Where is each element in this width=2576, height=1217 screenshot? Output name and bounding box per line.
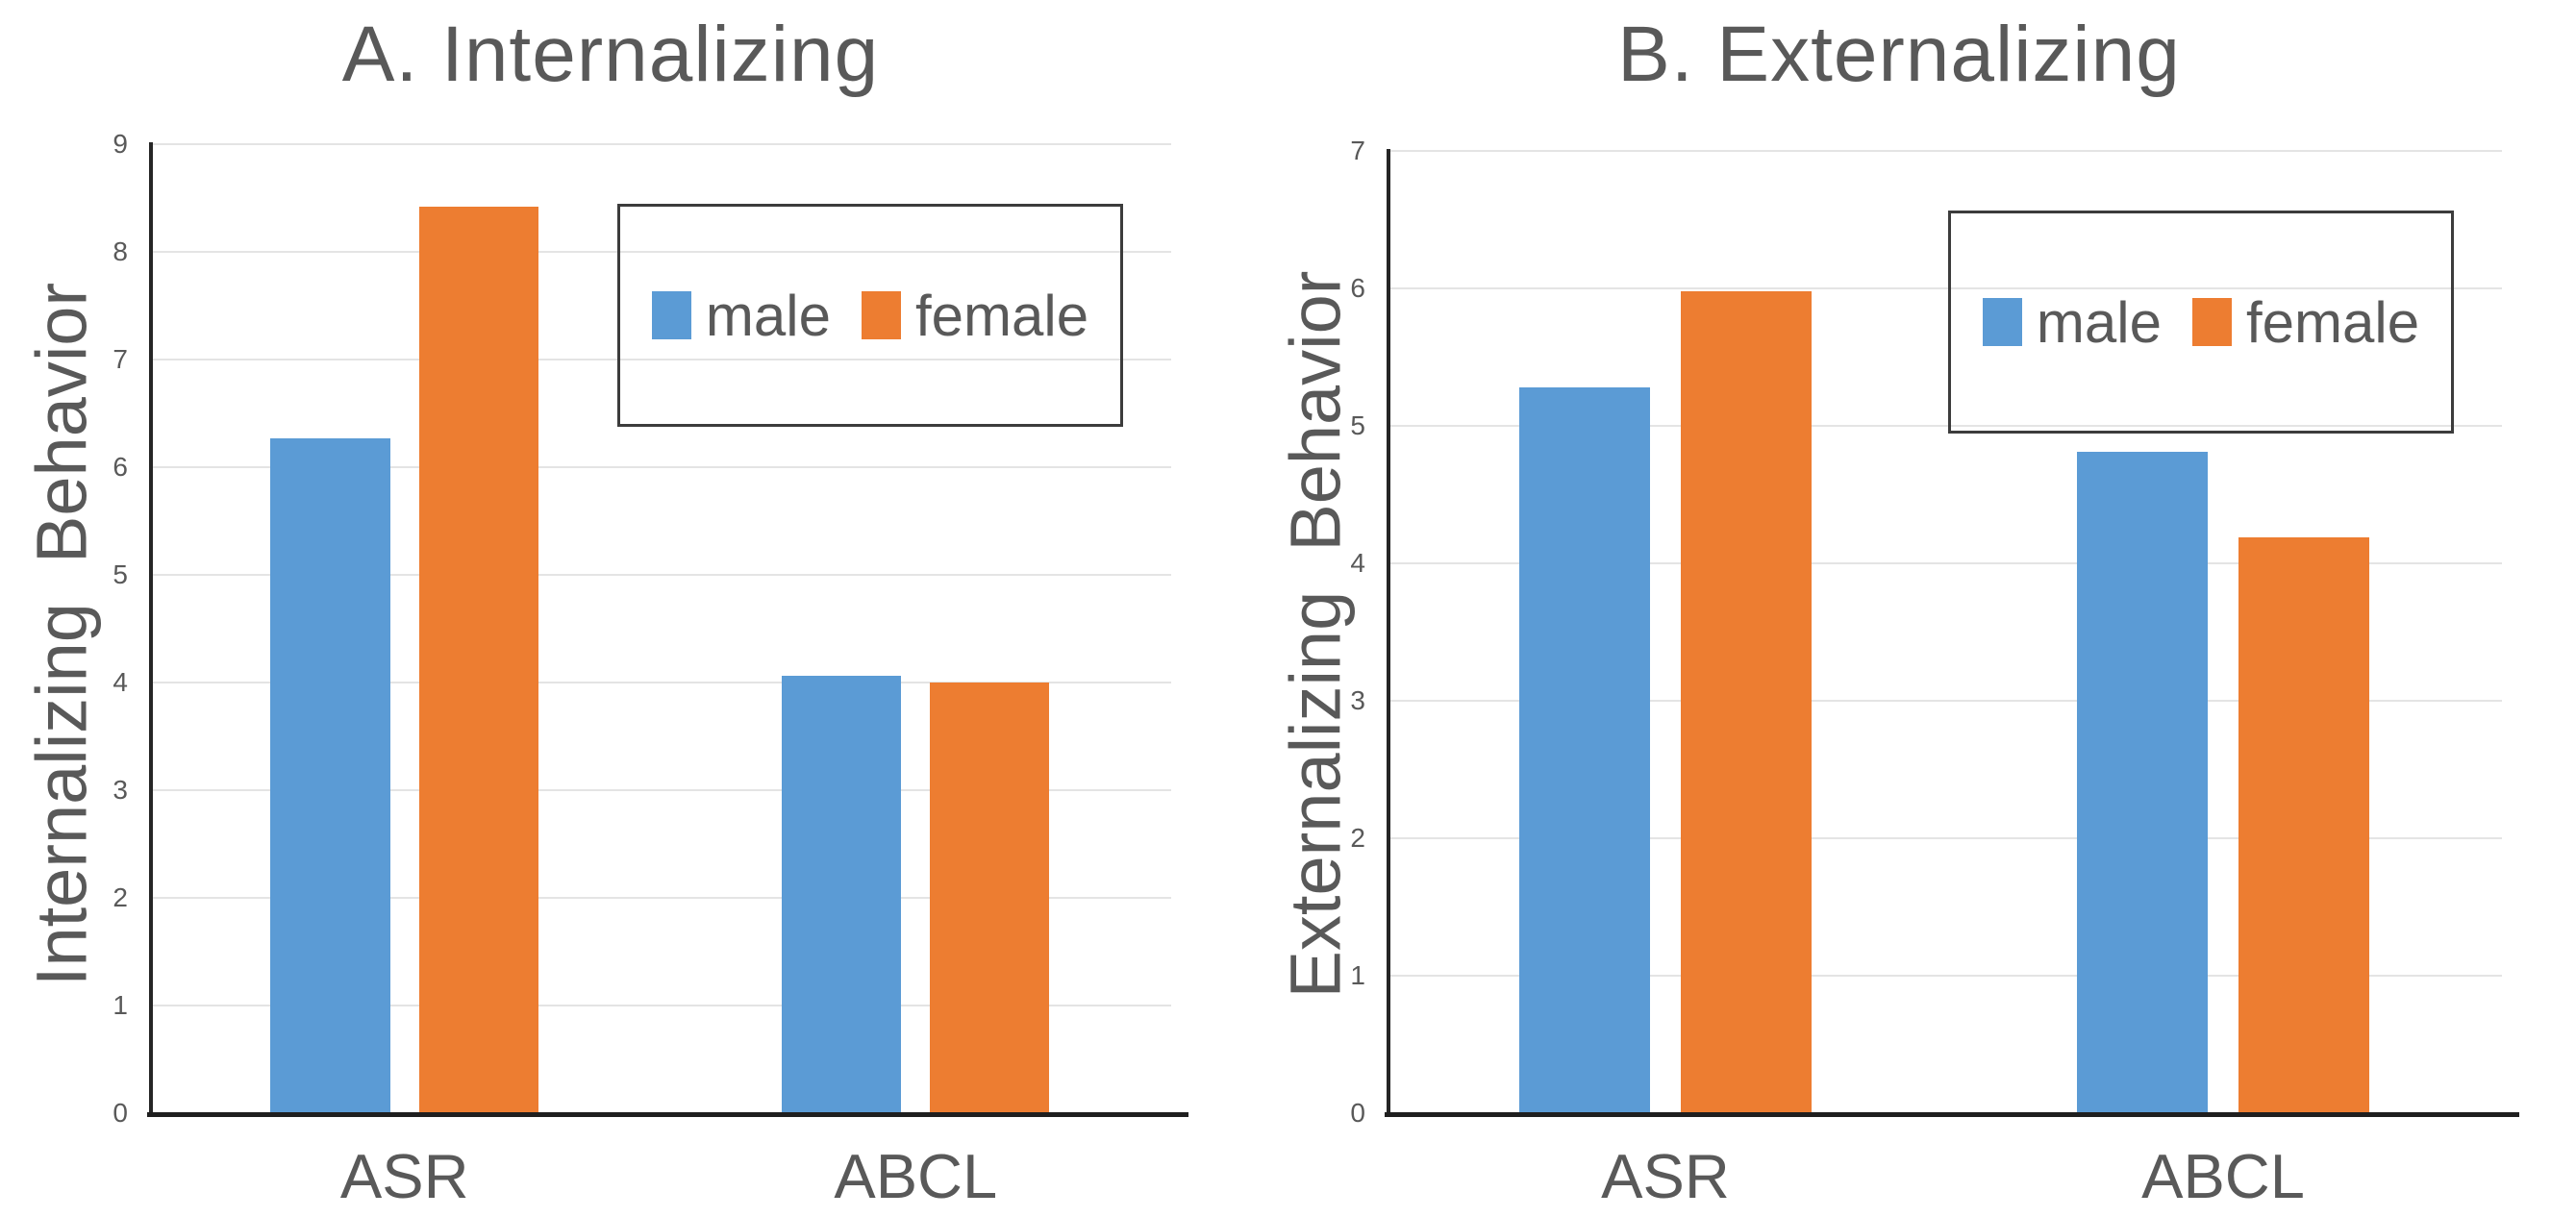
gridline [149,1005,1171,1006]
y-tick-label: 5 [113,559,128,589]
bar-asr-male [270,437,390,1113]
gridline [149,143,1171,145]
bar-asr-male [1519,386,1650,1113]
y-tick-label: 1 [1350,960,1365,990]
legend-swatch-female-icon [2191,298,2232,346]
legend-swatch-female-icon [861,291,901,339]
legend-item-female: female [861,283,1089,349]
y-tick-label: 9 [113,129,128,159]
y-tick-labels-a: 0 1 2 3 4 5 6 7 8 9 [0,129,128,1128]
gridline [149,682,1171,683]
legend-swatch-male-icon [651,291,691,339]
x-category-label: ABCL [2141,1141,2305,1211]
x-category-label: ABCL [834,1141,998,1211]
gridline [149,574,1171,576]
bar-asr-female [418,206,538,1113]
chart-title-a: A. Internalizing [341,11,880,98]
chart-panel-internalizing: A. Internalizing Internalizing Behavior … [0,11,1188,1217]
y-tick-label: 0 [1350,1098,1365,1128]
gridline [1387,287,2502,289]
legend-label-female: female [2245,289,2420,355]
bar-abcl-female [930,683,1050,1113]
y-tick-label: 7 [1350,136,1365,165]
y-tick-label: 8 [113,236,128,266]
gridline [1387,150,2502,152]
y-tick-label: 4 [1350,548,1365,578]
gridline [149,789,1171,791]
bar-abcl-male [2077,452,2208,1113]
legend-swatch-male-icon [1982,298,2022,346]
x-category-label: ASR [339,1141,469,1211]
legend-label-male: male [2036,289,2162,355]
bar-abcl-female [2238,536,2369,1113]
plot-area-a: male female [147,142,1188,1117]
y-tick-label: 6 [1350,273,1365,303]
y-tick-label: 3 [113,775,128,805]
x-axis-line-b [1385,1112,2519,1117]
gridline [149,359,1171,360]
chart-title-b: B. Externalizing [1617,11,2181,98]
y-tick-label: 1 [113,990,128,1020]
gridline [1387,562,2502,564]
bar-abcl-male [781,676,902,1113]
legend-a: male female [617,204,1123,427]
y-tick-label: 4 [113,667,128,697]
y-tick-label: 6 [113,452,128,482]
gridline [1387,837,2502,839]
gridline [149,251,1171,253]
x-category-labels-b: ASR ABCL [1387,1140,2502,1217]
plot-area-b: male female [1385,149,2519,1117]
x-axis-line-a [147,1112,1188,1117]
legend-label-female: female [914,283,1089,348]
gridline [1387,700,2502,702]
chart-panel-externalizing: B. Externalizing Externalizing Behavior … [1276,0,2576,1217]
y-tick-label: 7 [113,344,128,374]
x-category-labels-a: ASR ABCL [149,1140,1171,1217]
gridline [1387,425,2502,427]
x-category-label: ASR [1601,1141,1730,1211]
legend-item-female: female [2191,289,2420,356]
y-axis-line-b [1387,149,1390,1113]
gridline [1387,975,2502,977]
y-tick-label: 0 [113,1098,128,1128]
y-tick-label: 2 [1350,823,1365,853]
y-tick-label: 5 [1350,410,1365,440]
legend-label-male: male [705,283,831,348]
legend-b: male female [1948,211,2454,434]
y-tick-label: 3 [1350,685,1365,715]
y-tick-labels-b: 0 1 2 3 4 5 6 7 [1288,136,1365,1128]
y-tick-label: 2 [113,882,128,912]
gridline [149,466,1171,468]
y-axis-line-a [149,142,153,1113]
legend-item-male: male [651,283,831,349]
bar-asr-female [1681,290,1812,1113]
legend-item-male: male [1982,289,2162,356]
gridline [149,897,1171,899]
